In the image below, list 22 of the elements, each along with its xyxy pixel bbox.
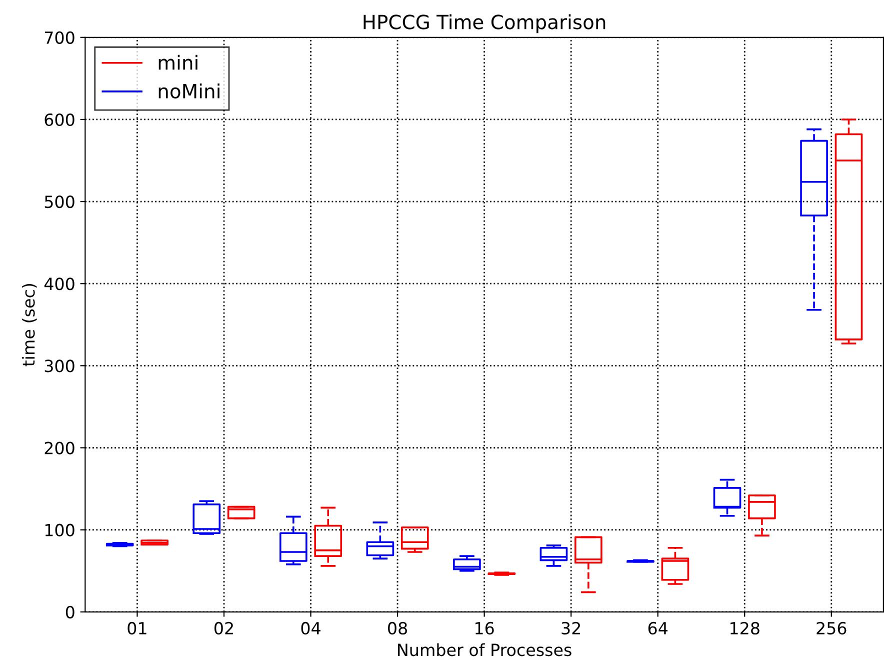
x-axis-title: Number of Processes <box>398 643 572 656</box>
x-tick-label: 32 <box>562 622 580 635</box>
y-tick-label: 600 <box>44 113 74 126</box>
y-tick-label: 700 <box>44 31 74 44</box>
x-tick-label: 02 <box>214 622 233 635</box>
x-tick-label: 64 <box>648 622 668 635</box>
y-tick-label: 100 <box>45 524 74 536</box>
y-tick-label: 200 <box>44 442 74 454</box>
x-tick-label: 04 <box>301 622 320 635</box>
y-tick-label: 0 <box>66 606 74 618</box>
legend-label: noMini <box>158 83 220 98</box>
x-tick-label: 16 <box>476 622 494 635</box>
legend-label: mini <box>158 54 198 70</box>
x-tick-label: 01 <box>128 622 146 635</box>
x-tick-label: 08 <box>388 622 407 635</box>
y-tick-label: 300 <box>44 360 74 372</box>
y-tick-label: 400 <box>44 278 74 290</box>
x-tick-label: 128 <box>730 622 760 635</box>
x-tick-label: 256 <box>816 622 846 635</box>
y-tick-label: 500 <box>44 196 74 208</box>
y-axis-title: time (sec) <box>22 284 37 366</box>
chart-title: HPCCG Time Comparison <box>364 14 606 34</box>
